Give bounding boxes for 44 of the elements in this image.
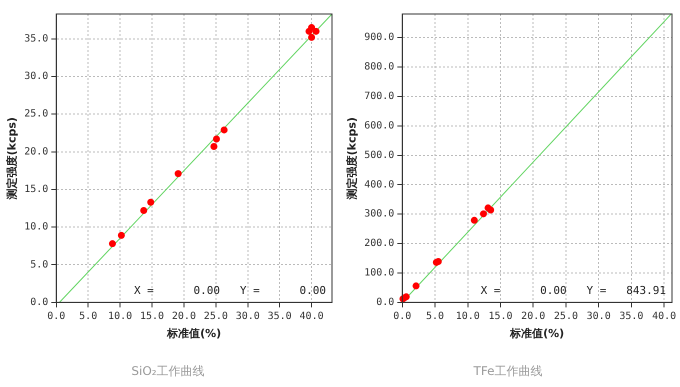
y-tick-label: 100.0	[364, 268, 394, 279]
y-tick-label: 25.0	[24, 108, 48, 120]
y-tick-label: 35.0	[24, 33, 48, 44]
x-tick-label: 5.0	[426, 310, 444, 322]
x-tick-label: 25.0	[204, 310, 228, 322]
y-tick-label: 0.0	[376, 296, 394, 308]
x-tick-label: 15.0	[488, 310, 513, 322]
y-tick-label: 10.0	[24, 222, 48, 233]
x-tick-label: 20.0	[521, 310, 546, 322]
x-tick-label: 15.0	[140, 310, 164, 322]
x-tick-label: 10.0	[108, 310, 132, 322]
x-tick-label: 5.0	[79, 310, 98, 322]
x-tick-label: 40.0	[652, 310, 676, 322]
x-tick-label: 40.0	[300, 310, 324, 322]
y-tick-label: 30.0	[24, 71, 48, 82]
y-tick-label: 20.0	[24, 146, 48, 158]
y-tick-label: 400.0	[364, 179, 394, 190]
x-tick-label: 30.0	[586, 310, 611, 322]
text: SiO₂工作曲线	[131, 364, 205, 378]
x-tick-label: 0.0	[393, 310, 412, 322]
x-tick-label: 35.0	[619, 310, 644, 322]
y-axis-title: 测定强度(kcps)	[345, 117, 358, 200]
x-tick-label: 0.0	[47, 310, 66, 322]
x-tick-label: 35.0	[268, 310, 292, 322]
x-tick-label: 20.0	[172, 310, 196, 322]
x-axis-title: 标准值(%)	[509, 326, 564, 340]
x-tick-label: 10.0	[456, 310, 480, 322]
x-axis-title: 标准值(%)	[166, 326, 222, 340]
y-tick-label: 500.0	[364, 150, 394, 161]
y-tick-label: 300.0	[364, 208, 394, 220]
y-tick-label: 900.0	[364, 32, 394, 44]
annotation: X = 0.00 Y = 843.91	[480, 284, 666, 297]
y-tick-label: 0.0	[30, 296, 48, 308]
y-tick-label: 600.0	[364, 120, 394, 132]
x-tick-label: 25.0	[554, 310, 578, 322]
y-tick-label: 200.0	[364, 238, 394, 250]
y-tick-label: 15.0	[24, 184, 48, 196]
y-tick-label: 5.0	[30, 259, 48, 270]
annotation: X = 0.00 Y = 0.00	[134, 284, 326, 297]
y-tick-label: 800.0	[364, 62, 394, 73]
x-tick-label: 30.0	[236, 310, 260, 322]
y-tick-label: 700.0	[364, 90, 394, 102]
y-axis-title: 测定强度(kcps)	[5, 117, 18, 200]
text: TFe工作曲线	[472, 364, 542, 378]
